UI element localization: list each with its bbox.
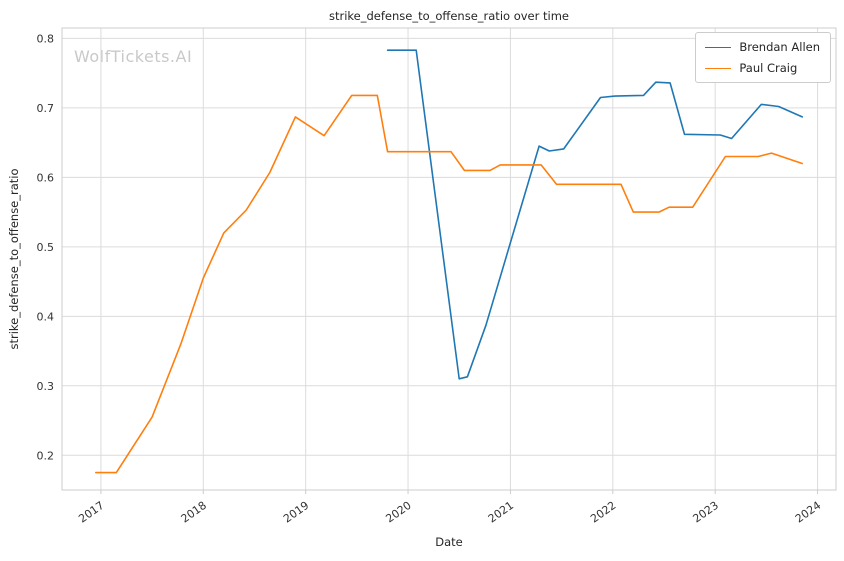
series-line-paul-craig bbox=[95, 94, 804, 474]
x-tick-label: 2017 bbox=[76, 499, 106, 526]
x-tick-label: 2018 bbox=[179, 499, 209, 526]
y-tick-label: 0.5 bbox=[37, 241, 55, 254]
legend-line-swatch-brendan-allen bbox=[705, 46, 732, 48]
plot-frame bbox=[61, 27, 837, 491]
legend-label: Paul Craig bbox=[739, 61, 798, 75]
y-tick-label: 0.6 bbox=[37, 171, 55, 184]
x-tick-label: 2019 bbox=[281, 499, 311, 526]
watermark: WolfTickets.AI bbox=[74, 47, 193, 66]
x-tick-label: 2023 bbox=[691, 499, 721, 526]
y-tick-label: 0.8 bbox=[37, 32, 55, 45]
x-tick-label: 2021 bbox=[486, 499, 516, 526]
legend: Brendan Allen Paul Craig bbox=[695, 32, 831, 83]
y-tick-label: 0.3 bbox=[37, 380, 55, 393]
legend-line-swatch-paul-craig bbox=[705, 67, 732, 69]
x-tick-label: 2024 bbox=[793, 499, 823, 526]
series-line-brendan-allen bbox=[386, 49, 804, 380]
legend-item-paul-craig: Paul Craig bbox=[705, 61, 820, 75]
x-axis-label: Date bbox=[435, 535, 463, 549]
y-axis-label: strike_defense_to_offense_ratio bbox=[7, 168, 21, 350]
y-tick-label: 0.4 bbox=[37, 310, 55, 323]
chart-title: strike_defense_to_offense_ratio over tim… bbox=[329, 9, 569, 23]
y-tick-label: 0.2 bbox=[37, 449, 55, 462]
legend-item-brendan-allen: Brendan Allen bbox=[705, 40, 820, 54]
x-tick-label: 2022 bbox=[588, 499, 618, 526]
x-tick-label: 2020 bbox=[383, 499, 413, 526]
y-tick-label: 0.7 bbox=[37, 102, 55, 115]
legend-label: Brendan Allen bbox=[739, 40, 820, 54]
